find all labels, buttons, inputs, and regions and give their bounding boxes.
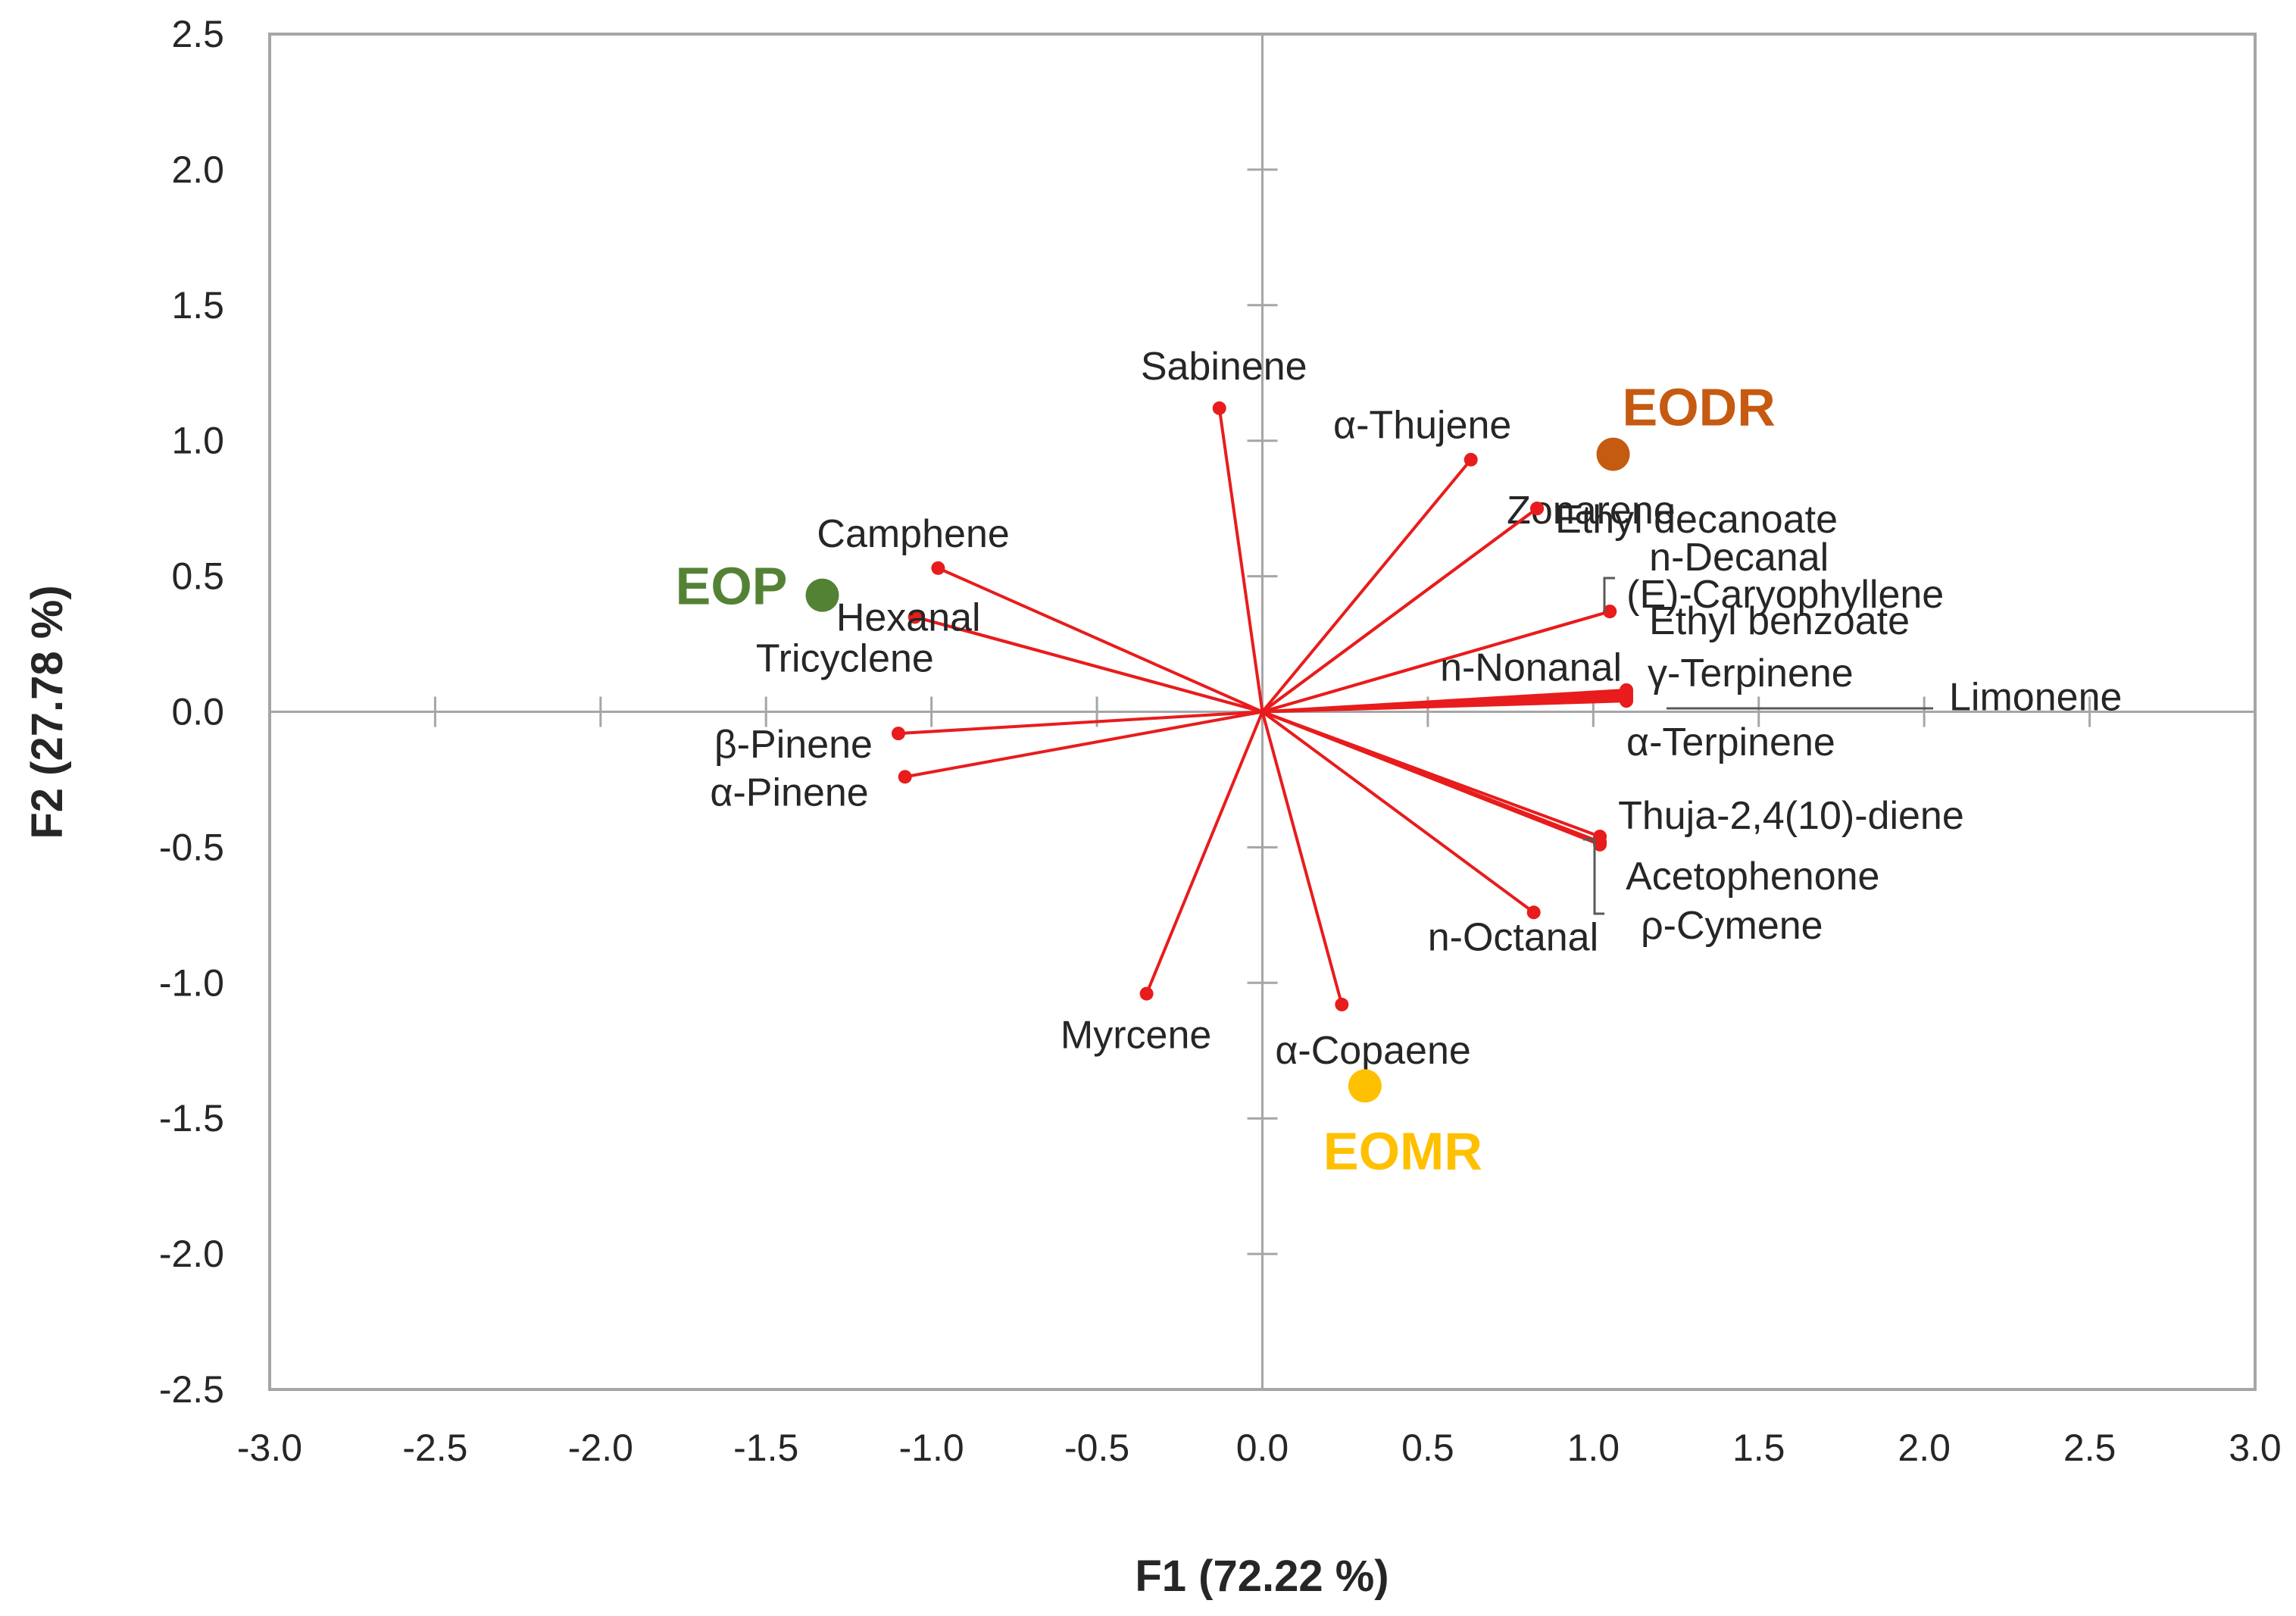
variable-label: β-Pinene xyxy=(714,723,873,767)
y-tick-label: -2.5 xyxy=(159,1368,224,1411)
y-tick-label: 0.0 xyxy=(171,691,224,733)
x-tick-label: 1.0 xyxy=(1567,1427,1620,1469)
x-tick-label: -1.0 xyxy=(899,1427,964,1469)
decanal-leader-bracket xyxy=(1603,577,1615,612)
y-axis-title: F2 (27.78 %) xyxy=(23,585,72,839)
vector-tip xyxy=(1139,986,1154,1001)
vector-tip xyxy=(898,770,912,784)
y-tick-label: -0.5 xyxy=(159,826,224,868)
variable-label: α-Thujene xyxy=(1333,404,1511,448)
variable-label: (E)-Caryophyllene xyxy=(1626,573,1944,617)
vector-line xyxy=(1261,710,1601,846)
variable-label: γ-Terpinene xyxy=(1648,652,1854,695)
vector-line xyxy=(904,710,1263,779)
variable-label: α-Terpinene xyxy=(1626,720,1835,764)
variable-label: Ethyl decanoate xyxy=(1555,498,1838,542)
x-tick-label: 0.0 xyxy=(1236,1427,1289,1469)
y-tick-labels: -2.5 -2.0 -1.5 -1.0 -0.5 0.0 0.5 1.0 1.5 2.0 2.5 xyxy=(159,13,224,1411)
variable-label: Myrcene xyxy=(1061,1014,1211,1058)
vector-line xyxy=(1260,711,1344,1005)
vector-line xyxy=(914,615,1264,714)
vector-tip xyxy=(907,610,922,624)
vector-line xyxy=(1145,711,1264,995)
observation-label: EOMR xyxy=(1323,1121,1482,1180)
vector-line xyxy=(1261,610,1610,714)
vector-tip xyxy=(1620,694,1634,708)
vector-tip xyxy=(1526,905,1541,920)
variable-label: Tricyclene xyxy=(756,636,934,680)
vector-line xyxy=(1261,710,1535,914)
variable-label: ρ-Cymene xyxy=(1641,904,1823,948)
vector-line xyxy=(898,710,1263,736)
variable-label: n-Decanal xyxy=(1649,536,1829,580)
observation-label: EODR xyxy=(1623,378,1776,437)
x-tick-label: 0.5 xyxy=(1401,1427,1454,1469)
variable-label: Camphene xyxy=(817,512,1009,556)
variable-label: Sabinene xyxy=(1141,345,1307,389)
vector-line xyxy=(1262,699,1627,714)
variable-label: n-Nonanal xyxy=(1440,645,1622,689)
cymene-leader-bracket xyxy=(1583,838,1604,915)
x-tick-labels: -3.0 -2.5 -2.0 -1.5 -1.0 -0.5 0.0 0.5 1.0 1.5 2.0 2… xyxy=(237,1427,2282,1469)
variable-label: α-Pinene xyxy=(710,770,868,814)
x-tick-label: -1.5 xyxy=(733,1427,798,1469)
vector-tip xyxy=(1464,452,1478,467)
y-tick-label: 1.0 xyxy=(171,420,224,462)
variable-label: Ethyl benzoate xyxy=(1649,599,1910,643)
vector-tip xyxy=(931,561,945,575)
y-tick-label: -2.0 xyxy=(159,1233,224,1275)
y-tick-label: 1.5 xyxy=(171,284,224,327)
y-tick-label: 2.5 xyxy=(171,13,224,55)
variable-label: Acetophenone xyxy=(1626,855,1879,899)
observation-point xyxy=(1596,437,1630,471)
observation-point xyxy=(805,578,839,612)
vector-tip xyxy=(891,727,905,741)
x-tick-label: -2.0 xyxy=(568,1427,633,1469)
variable-label: Thuja-2,4(10)-diene xyxy=(1618,794,1964,838)
vector-line xyxy=(1261,507,1538,714)
x-tick-label: 3.0 xyxy=(2229,1427,2282,1469)
vector-tip xyxy=(1530,502,1545,516)
observation-label: EOP xyxy=(676,557,788,616)
vector-line xyxy=(1260,458,1473,713)
x-tick-label: -3.0 xyxy=(237,1427,302,1469)
x-axis-title: F1 (72.22 %) xyxy=(1135,1552,1389,1601)
observation-point xyxy=(1348,1069,1382,1103)
variable-label: α-Copaene xyxy=(1275,1029,1470,1073)
observation-points: EODR EOP EOMR xyxy=(676,378,1776,1181)
x-tick-label: -0.5 xyxy=(1064,1427,1129,1469)
variable-label: Hexanal xyxy=(836,595,981,639)
vector-tip xyxy=(1603,605,1617,619)
vector-tip xyxy=(1593,837,1607,852)
vector-line xyxy=(1217,408,1264,712)
y-tick-label: -1.0 xyxy=(159,961,224,1004)
vector-tip xyxy=(1335,997,1349,1011)
x-tick-label: 2.5 xyxy=(2063,1427,2116,1469)
x-tick-label: -2.5 xyxy=(402,1427,467,1469)
y-tick-label: -1.5 xyxy=(159,1097,224,1139)
variable-label: Limonene xyxy=(1949,676,2122,720)
vector-tip xyxy=(1212,401,1226,415)
vector-line xyxy=(937,567,1264,714)
variable-label: n-Octanal xyxy=(1428,915,1598,959)
y-tick-label: 0.5 xyxy=(171,555,224,598)
x-tick-label: 2.0 xyxy=(1898,1427,1951,1469)
y-tick-label: 2.0 xyxy=(171,148,224,191)
x-tick-label: 1.5 xyxy=(1732,1427,1785,1469)
